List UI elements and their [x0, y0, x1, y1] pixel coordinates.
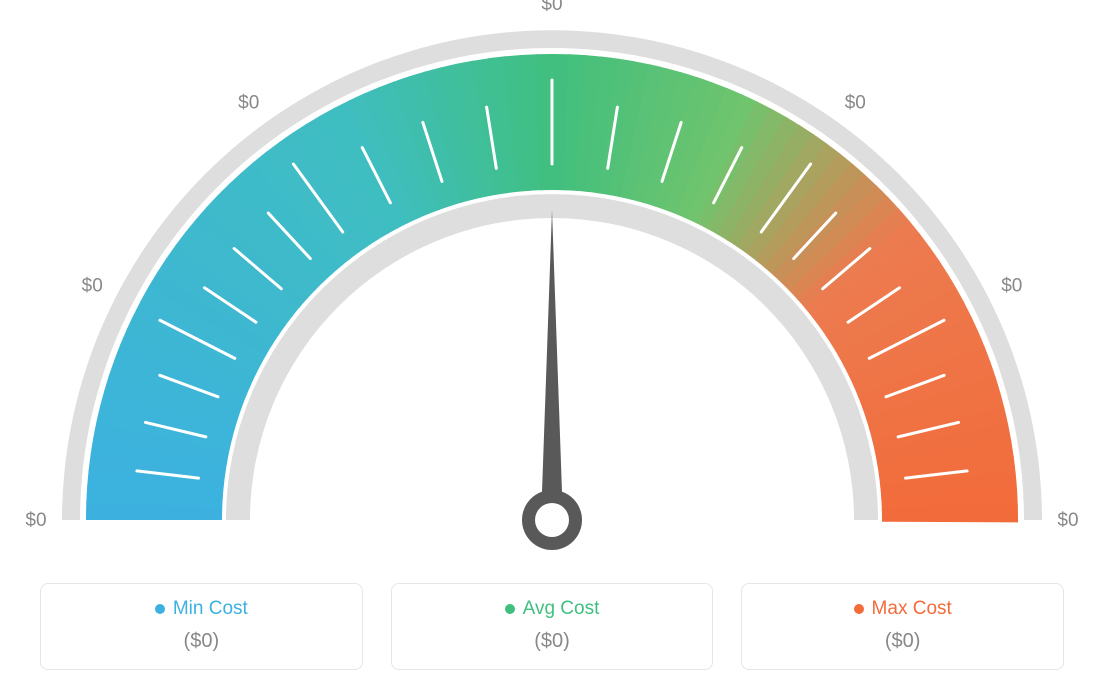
legend-dot-min — [155, 604, 165, 614]
legend-dot-max — [854, 604, 864, 614]
gauge-svg: $0 $0 $0 $0 $0 $0 $0 — [0, 0, 1104, 560]
legend-box-min: Min Cost ($0) — [40, 583, 363, 670]
legend-value-avg: ($0) — [402, 630, 703, 653]
tick-label: $0 — [82, 276, 103, 297]
tick-label: $0 — [541, 0, 562, 15]
tick-label: $0 — [845, 93, 866, 114]
legend-text-max: Max Cost — [872, 598, 952, 620]
legend-label-max: Max Cost — [752, 598, 1053, 620]
legend-box-max: Max Cost ($0) — [741, 583, 1064, 670]
tick-label: $0 — [25, 510, 46, 531]
legend-label-min: Min Cost — [51, 598, 352, 620]
tick-label: $0 — [238, 93, 259, 114]
gauge-chart-container: $0 $0 $0 $0 $0 $0 $0 Min Cost ($0) Avg Cost ($… — [0, 0, 1104, 690]
legend-dot-avg — [505, 604, 515, 614]
gauge-area: $0 $0 $0 $0 $0 $0 $0 — [0, 0, 1104, 560]
tick-label: $0 — [1057, 510, 1078, 531]
legend-label-avg: Avg Cost — [402, 598, 703, 620]
gauge-needle — [522, 210, 582, 550]
legend-text-avg: Avg Cost — [523, 598, 600, 620]
legend-row: Min Cost ($0) Avg Cost ($0) Max Cost ($0… — [40, 583, 1064, 670]
legend-text-min: Min Cost — [173, 598, 248, 620]
legend-box-avg: Avg Cost ($0) — [391, 583, 714, 670]
tick-label: $0 — [1001, 276, 1022, 297]
legend-value-min: ($0) — [51, 630, 352, 653]
legend-value-max: ($0) — [752, 630, 1053, 653]
